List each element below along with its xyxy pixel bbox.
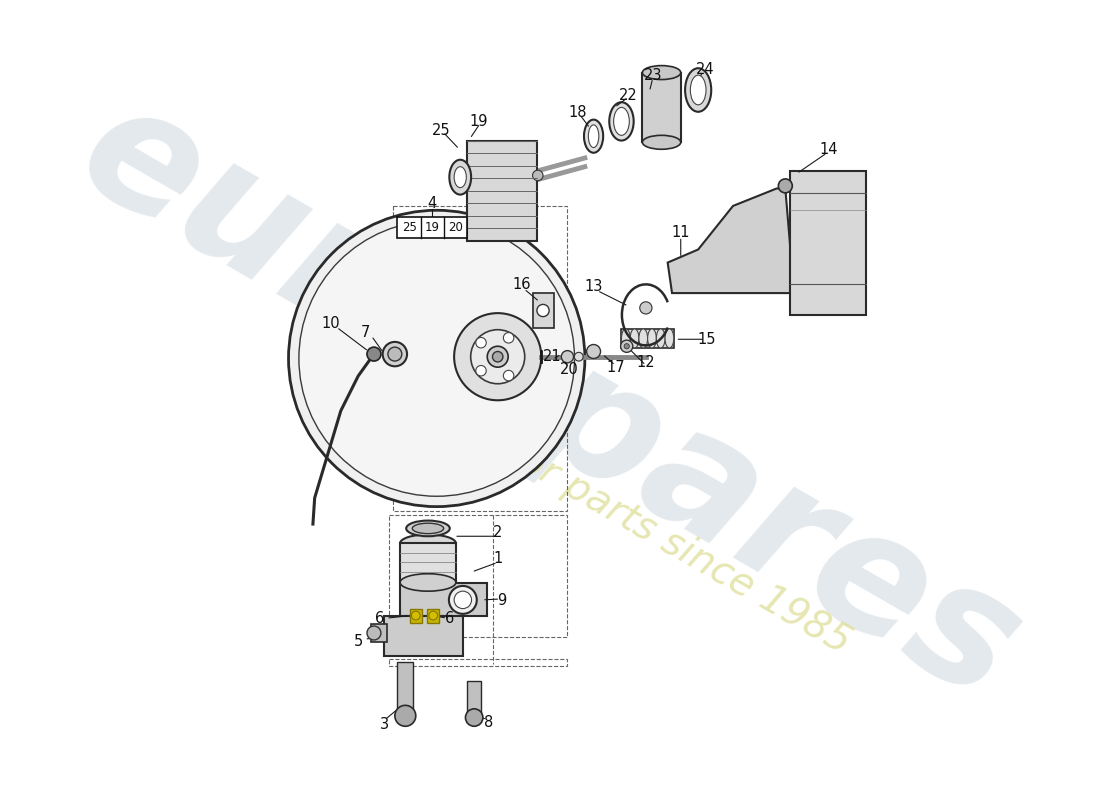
Bar bbox=[642, 73, 681, 142]
Ellipse shape bbox=[642, 135, 681, 150]
Ellipse shape bbox=[449, 586, 476, 614]
Circle shape bbox=[574, 352, 583, 361]
Text: 19: 19 bbox=[470, 114, 487, 129]
Ellipse shape bbox=[685, 68, 712, 112]
Ellipse shape bbox=[454, 313, 541, 400]
Polygon shape bbox=[532, 293, 554, 328]
Ellipse shape bbox=[400, 534, 455, 552]
Text: 16: 16 bbox=[513, 277, 531, 292]
Circle shape bbox=[487, 346, 508, 367]
Text: 4: 4 bbox=[428, 196, 437, 211]
Bar bbox=[388, 659, 568, 666]
Text: 20: 20 bbox=[560, 362, 579, 378]
Text: 24: 24 bbox=[696, 62, 715, 77]
Bar bbox=[397, 662, 414, 716]
Text: 21: 21 bbox=[543, 350, 562, 364]
Text: 15: 15 bbox=[697, 332, 716, 346]
Ellipse shape bbox=[621, 329, 630, 348]
Circle shape bbox=[465, 709, 483, 726]
Text: 22: 22 bbox=[619, 88, 638, 102]
Bar bbox=[372, 624, 387, 642]
Text: 7: 7 bbox=[361, 325, 370, 340]
Circle shape bbox=[620, 340, 632, 352]
Bar bbox=[400, 583, 487, 617]
Text: 11: 11 bbox=[671, 225, 690, 239]
Bar bbox=[468, 141, 537, 241]
Bar bbox=[384, 617, 463, 656]
Circle shape bbox=[640, 302, 652, 314]
Text: 1: 1 bbox=[493, 551, 503, 566]
Circle shape bbox=[537, 305, 549, 317]
Bar bbox=[427, 609, 439, 622]
Text: eurospares: eurospares bbox=[53, 68, 1047, 736]
Ellipse shape bbox=[412, 523, 443, 534]
Circle shape bbox=[411, 611, 420, 620]
Text: 13: 13 bbox=[584, 279, 603, 294]
Circle shape bbox=[476, 338, 486, 348]
Ellipse shape bbox=[400, 574, 455, 591]
Circle shape bbox=[624, 344, 629, 349]
Ellipse shape bbox=[584, 120, 603, 153]
Text: 20: 20 bbox=[448, 222, 463, 234]
Circle shape bbox=[299, 221, 574, 496]
Text: 9: 9 bbox=[497, 594, 507, 608]
Circle shape bbox=[383, 342, 407, 366]
Text: 10: 10 bbox=[321, 316, 340, 331]
Ellipse shape bbox=[449, 160, 471, 194]
Bar bbox=[621, 329, 674, 348]
Text: 12: 12 bbox=[637, 355, 656, 370]
Circle shape bbox=[561, 350, 573, 363]
Text: 25: 25 bbox=[431, 122, 450, 138]
Ellipse shape bbox=[406, 521, 450, 536]
Text: 17: 17 bbox=[606, 360, 625, 374]
Bar bbox=[468, 681, 481, 718]
Text: 6: 6 bbox=[446, 610, 454, 626]
Text: 19: 19 bbox=[425, 222, 440, 234]
Text: 23: 23 bbox=[644, 68, 662, 82]
Circle shape bbox=[586, 345, 601, 358]
Ellipse shape bbox=[471, 330, 525, 384]
Ellipse shape bbox=[691, 75, 706, 105]
Circle shape bbox=[288, 210, 585, 506]
Ellipse shape bbox=[630, 329, 639, 348]
Bar bbox=[388, 515, 568, 638]
Text: 3: 3 bbox=[379, 717, 389, 732]
Ellipse shape bbox=[614, 107, 629, 135]
Ellipse shape bbox=[454, 591, 472, 609]
Ellipse shape bbox=[648, 329, 657, 348]
Text: 18: 18 bbox=[569, 105, 587, 120]
Ellipse shape bbox=[588, 125, 598, 147]
Circle shape bbox=[429, 611, 438, 620]
Circle shape bbox=[367, 347, 381, 361]
Circle shape bbox=[476, 366, 486, 376]
Ellipse shape bbox=[609, 102, 634, 141]
Circle shape bbox=[493, 351, 503, 362]
Text: a passion for parts since 1985: a passion for parts since 1985 bbox=[330, 334, 857, 661]
Text: 5: 5 bbox=[353, 634, 363, 650]
Text: 8: 8 bbox=[484, 715, 494, 730]
Ellipse shape bbox=[657, 329, 665, 348]
Text: 25: 25 bbox=[402, 222, 417, 234]
Circle shape bbox=[779, 179, 792, 193]
Circle shape bbox=[367, 626, 381, 640]
Ellipse shape bbox=[666, 329, 674, 348]
Ellipse shape bbox=[639, 329, 648, 348]
Circle shape bbox=[504, 333, 514, 343]
Polygon shape bbox=[668, 189, 794, 293]
Bar bbox=[409, 609, 422, 622]
Bar bbox=[400, 543, 455, 582]
Bar bbox=[397, 218, 468, 238]
Text: 2: 2 bbox=[493, 526, 503, 540]
Text: 6: 6 bbox=[375, 610, 385, 626]
Circle shape bbox=[532, 170, 543, 181]
Text: 14: 14 bbox=[820, 142, 838, 157]
Bar bbox=[393, 206, 568, 511]
Ellipse shape bbox=[454, 166, 466, 188]
Circle shape bbox=[395, 706, 416, 726]
Circle shape bbox=[504, 370, 514, 381]
Bar bbox=[790, 171, 867, 315]
Circle shape bbox=[388, 347, 401, 361]
Ellipse shape bbox=[642, 66, 681, 79]
